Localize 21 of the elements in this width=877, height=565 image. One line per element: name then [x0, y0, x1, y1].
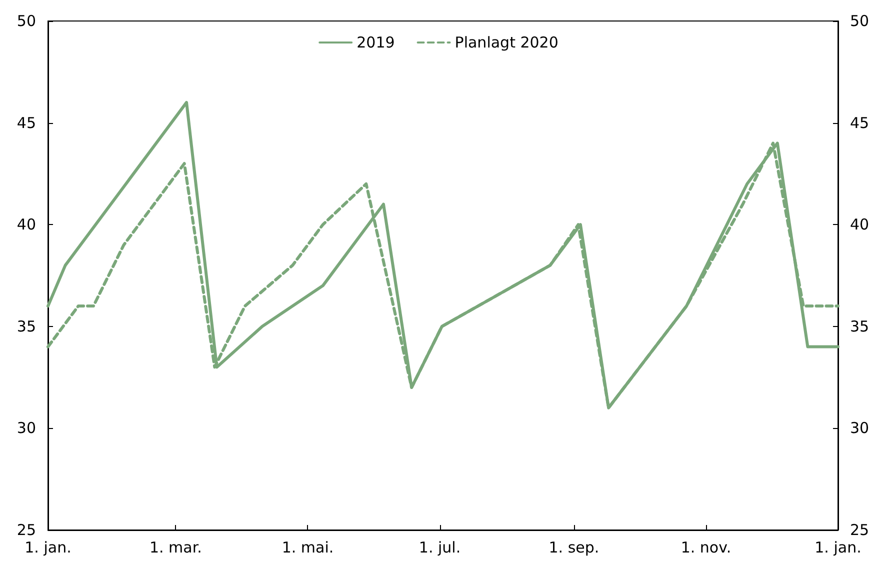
- x-tick-label: 1. jul.: [418, 538, 461, 556]
- y-tick-label: 50: [16, 12, 36, 30]
- y2-tick-label: 40: [850, 216, 870, 234]
- y2-tick-label: 25: [850, 521, 870, 539]
- y-tick-label: 35: [16, 317, 36, 336]
- x-tick-label: 1. nov.: [680, 538, 732, 556]
- y-tick-label: 25: [16, 521, 36, 539]
- legend-label: 2019: [356, 34, 395, 52]
- legend-label: Planlagt 2020: [454, 34, 558, 52]
- y-tick-label: 40: [16, 216, 36, 234]
- y2-tick-label: 35: [850, 317, 870, 336]
- y-tick-label: 45: [16, 114, 36, 132]
- x-tick-label: 1. mar.: [149, 538, 202, 556]
- x-tick-label: 1. jan.: [814, 538, 862, 556]
- x-tick-label: 1. sep.: [548, 538, 600, 556]
- y-tick-label: 30: [16, 419, 36, 438]
- y2-tick-label: 30: [850, 419, 870, 438]
- x-tick-label: 1. jan.: [24, 538, 72, 556]
- y2-tick-label: 45: [850, 114, 870, 132]
- y2-tick-label: 50: [850, 12, 870, 30]
- x-tick-label: 1. mai.: [282, 538, 334, 556]
